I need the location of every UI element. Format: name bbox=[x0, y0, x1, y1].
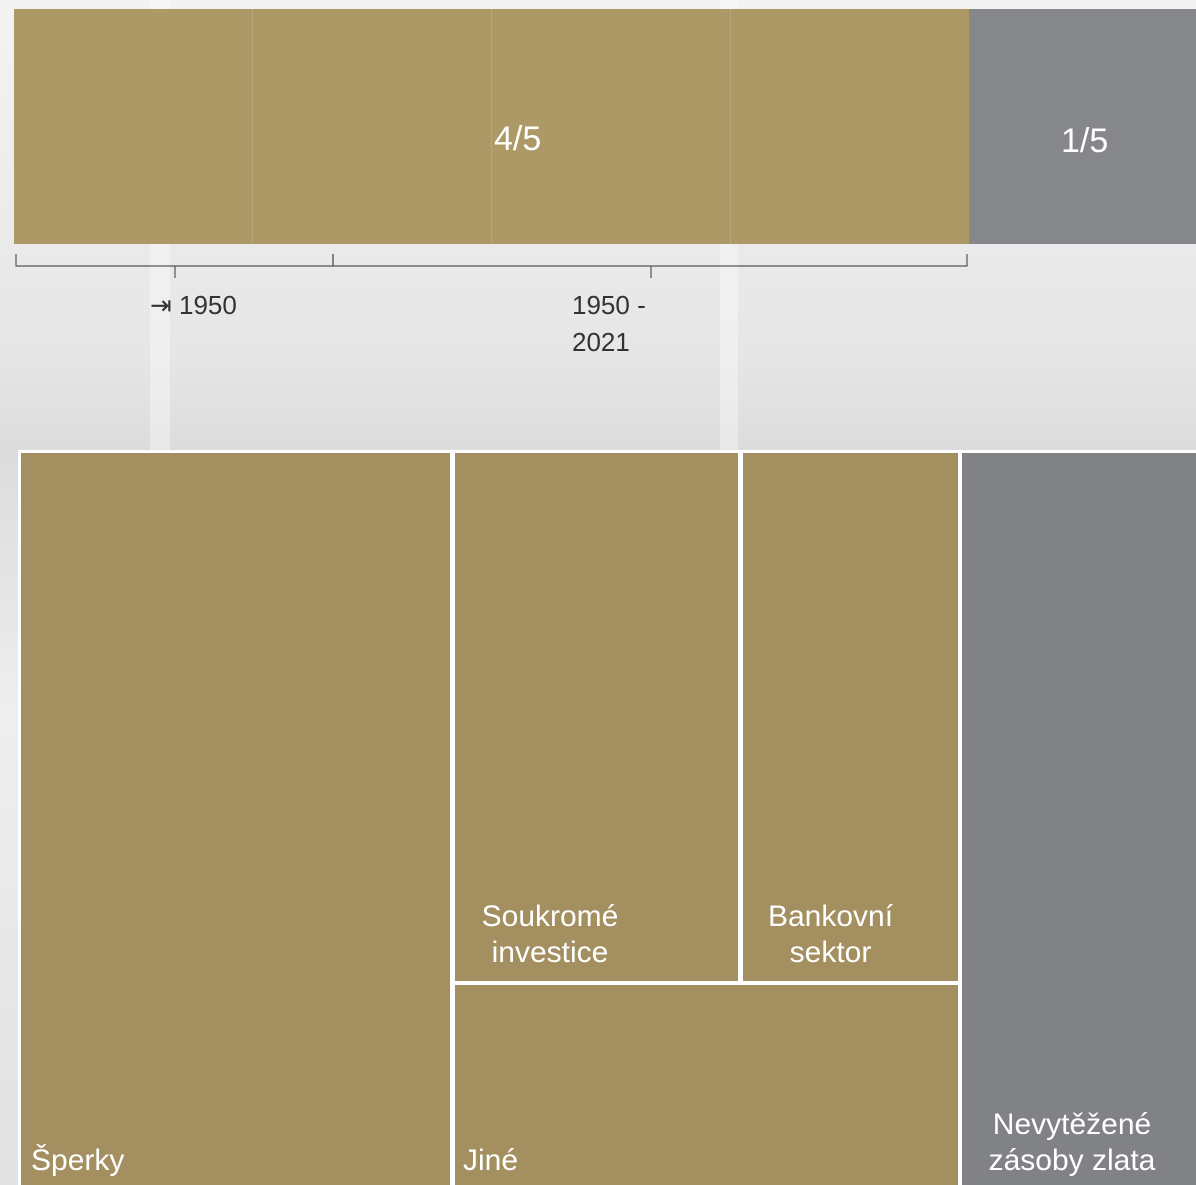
block-label: Bankovní sektor bbox=[743, 899, 918, 971]
block: Soukromé investice bbox=[455, 453, 738, 981]
divider bbox=[252, 9, 253, 244]
share-rest: 1/5 bbox=[1061, 122, 1109, 160]
label-line: investice bbox=[491, 936, 609, 969]
label-line: Jiné bbox=[463, 1144, 519, 1177]
block-label: Soukromé investice bbox=[455, 899, 645, 971]
label-line: sektor bbox=[789, 936, 872, 969]
block: Šperky bbox=[21, 453, 450, 1185]
block: Nevytěžené zásoby zlata bbox=[962, 453, 1196, 1185]
divider bbox=[730, 9, 731, 244]
bar-main bbox=[14, 9, 969, 244]
block: Jiné bbox=[455, 985, 958, 1185]
label-line: Soukromé bbox=[481, 900, 619, 933]
block-label: Jiné bbox=[463, 1143, 518, 1179]
brackets bbox=[15, 254, 968, 278]
period-label: ⇥ 1950 bbox=[150, 287, 237, 324]
block: Bankovní sektor bbox=[743, 453, 958, 981]
label-line: Bankovní bbox=[767, 900, 894, 933]
block-label: Šperky bbox=[31, 1143, 124, 1179]
label-line: Nevytěžené bbox=[992, 1108, 1152, 1141]
label-line: 1950 - bbox=[572, 290, 646, 320]
label-line: Šperky bbox=[31, 1144, 125, 1177]
label-line: 2021 bbox=[572, 327, 630, 357]
label-line: ⇥ 1950 bbox=[150, 290, 237, 320]
bar-rest bbox=[969, 9, 1196, 244]
bracket bbox=[332, 254, 968, 278]
period-label: 1950 - 2021 bbox=[572, 287, 646, 361]
divider bbox=[491, 9, 492, 244]
treemap: Šperky Soukromé investice Bankovní sektor … bbox=[18, 450, 1196, 1185]
bracket bbox=[15, 254, 334, 278]
label-line: zásoby zlata bbox=[988, 1144, 1156, 1177]
block-label: Nevytěžené zásoby zlata bbox=[962, 1107, 1182, 1179]
share-main: 4/5 bbox=[494, 120, 542, 158]
